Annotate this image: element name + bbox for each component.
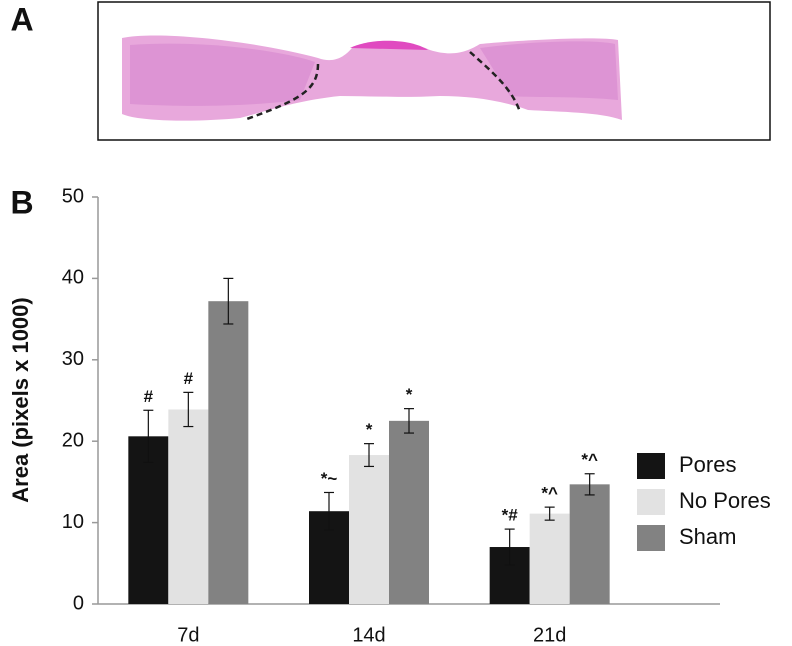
bar bbox=[389, 420, 429, 604]
x-tick-label: 21d bbox=[533, 624, 566, 646]
y-tick-label: 20 bbox=[62, 429, 84, 451]
x-tick-label: 14d bbox=[352, 624, 385, 646]
bar bbox=[349, 455, 389, 604]
error-bar bbox=[324, 491, 334, 531]
y-axis-label: Area (pixels x 1000) bbox=[8, 297, 33, 502]
error-bar bbox=[584, 473, 595, 496]
y-tick-label: 0 bbox=[73, 592, 84, 614]
annotation: *^ bbox=[541, 484, 558, 503]
bar bbox=[529, 513, 570, 604]
annotation: * bbox=[366, 420, 373, 439]
y-tick-label: 10 bbox=[62, 511, 84, 533]
annotation: *^ bbox=[581, 450, 598, 469]
error-bar bbox=[404, 408, 414, 434]
bar bbox=[208, 301, 249, 604]
panel-label: B bbox=[10, 184, 33, 220]
bar bbox=[569, 484, 610, 604]
legend-swatch bbox=[637, 489, 665, 515]
annotation: # bbox=[144, 387, 154, 406]
bar bbox=[128, 436, 169, 604]
annotation: *# bbox=[502, 506, 519, 525]
error-bar bbox=[544, 506, 555, 521]
y-tick-label: 50 bbox=[62, 185, 84, 207]
error-bar bbox=[143, 409, 154, 463]
error-bar bbox=[223, 277, 234, 325]
histology-image bbox=[97, 1, 771, 141]
annotation: # bbox=[184, 369, 194, 388]
error-bar bbox=[364, 443, 374, 468]
y-tick-label: 40 bbox=[62, 267, 84, 289]
annotation: * bbox=[406, 385, 413, 404]
bar bbox=[168, 409, 209, 604]
legend-swatch bbox=[637, 453, 665, 479]
error-bar bbox=[504, 528, 515, 566]
annotation: *~ bbox=[321, 469, 338, 488]
error-bar bbox=[183, 391, 194, 428]
y-tick-label: 30 bbox=[62, 348, 84, 370]
legend-label: No Pores bbox=[679, 488, 771, 513]
legend-label: Sham bbox=[679, 524, 736, 549]
x-tick-label: 7d bbox=[177, 624, 199, 646]
panel-label: A bbox=[10, 1, 33, 37]
legend-swatch bbox=[637, 525, 665, 551]
legend-label: Pores bbox=[679, 452, 736, 477]
